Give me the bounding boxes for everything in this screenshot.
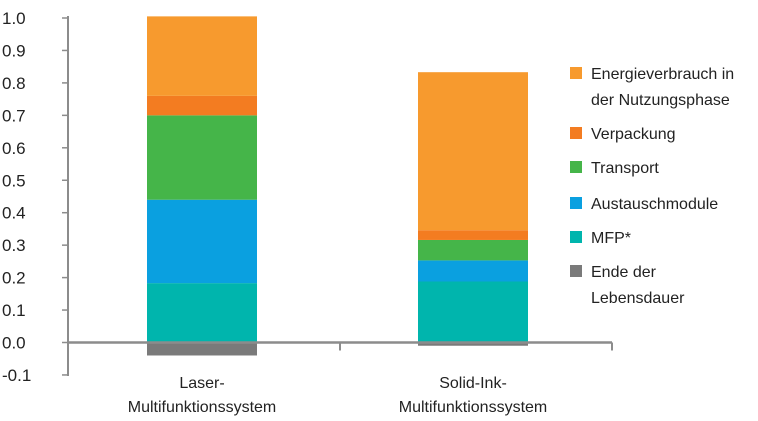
legend-entry-line: Austauschmodule xyxy=(591,196,718,213)
bar-segment-1-2 xyxy=(147,283,257,343)
legend-entry-line: Energieverbrauch in xyxy=(591,66,734,83)
category-label-line: Laser- xyxy=(179,375,224,392)
bar-segment-2-3 xyxy=(418,260,528,282)
legend-swatch xyxy=(570,231,582,243)
legend-entry: Verpackung xyxy=(591,126,676,143)
y-tick-label: 0.5 xyxy=(2,171,26,190)
bar-segment-2-2 xyxy=(418,281,528,343)
legend-swatch xyxy=(570,265,582,277)
bar-segment-1-6 xyxy=(147,16,257,96)
category-label-line: Solid-Ink- xyxy=(439,375,507,392)
y-tick-label: 0.9 xyxy=(2,41,26,60)
legend: Energieverbrauch in der Nutzungsphase Verp… xyxy=(570,66,734,307)
category-label-line: Multifunktionssystem xyxy=(399,399,548,416)
bar-segment-2-1 xyxy=(418,342,528,346)
y-tick-label: 1.0 xyxy=(2,9,26,28)
y-tick-label: 0.0 xyxy=(2,334,26,353)
legend-swatch xyxy=(570,127,582,139)
category-label-line: Multifunktionssystem xyxy=(128,399,277,416)
axes-group xyxy=(62,16,613,376)
legend-entry-line: Ende der xyxy=(591,264,657,281)
bars-group xyxy=(147,16,528,356)
legend-entry: Transport xyxy=(591,160,659,177)
bar-segment-2-6 xyxy=(418,72,528,231)
legend-entry: Ende der Lebensdauer xyxy=(591,264,685,307)
x-category-labels: Laser- Multifunktionssystem Solid-Ink- Mult… xyxy=(128,375,548,416)
legend-entry: MFP* xyxy=(591,230,631,247)
y-tick-label: -0.1 xyxy=(2,366,31,385)
bar-segment-1-1 xyxy=(147,342,257,356)
y-tick-label: 0.8 xyxy=(2,74,26,93)
legend-swatch xyxy=(570,197,582,209)
legend-entry-line: der Nutzungsphase xyxy=(591,92,730,109)
legend-entry-line: MFP* xyxy=(591,230,631,247)
y-tick-label: 0.7 xyxy=(2,106,26,125)
category-label: Laser- Multifunktionssystem xyxy=(128,375,277,416)
y-tick-label: 0.4 xyxy=(2,204,26,223)
legend-entry: Austauschmodule xyxy=(591,196,718,213)
bar-segment-1-3 xyxy=(147,199,257,284)
legend-entry-line: Verpackung xyxy=(591,126,676,143)
bar-segment-2-4 xyxy=(418,239,528,261)
legend-swatch xyxy=(570,67,582,79)
category-label: Solid-Ink- Multifunktionssystem xyxy=(399,375,548,416)
y-tick-labels: 1.0 0.9 0.8 0.7 0.6 0.5 0.4 0.3 0.2 0.1 0.0 -0.1 xyxy=(2,9,31,385)
y-tick-label: 0.3 xyxy=(2,236,26,255)
bar-segment-1-5 xyxy=(147,95,257,116)
legend-entry-line: Transport xyxy=(591,160,659,177)
y-tick-label: 0.2 xyxy=(2,269,26,288)
legend-entry-line: Lebensdauer xyxy=(591,290,685,307)
bar-segment-2-5 xyxy=(418,230,528,240)
legend-entry: Energieverbrauch in der Nutzungsphase xyxy=(591,66,734,109)
bar-segment-1-4 xyxy=(147,115,257,200)
legend-swatch xyxy=(570,161,582,173)
y-tick-label: 0.6 xyxy=(2,139,26,158)
y-tick-label: 0.1 xyxy=(2,301,26,320)
